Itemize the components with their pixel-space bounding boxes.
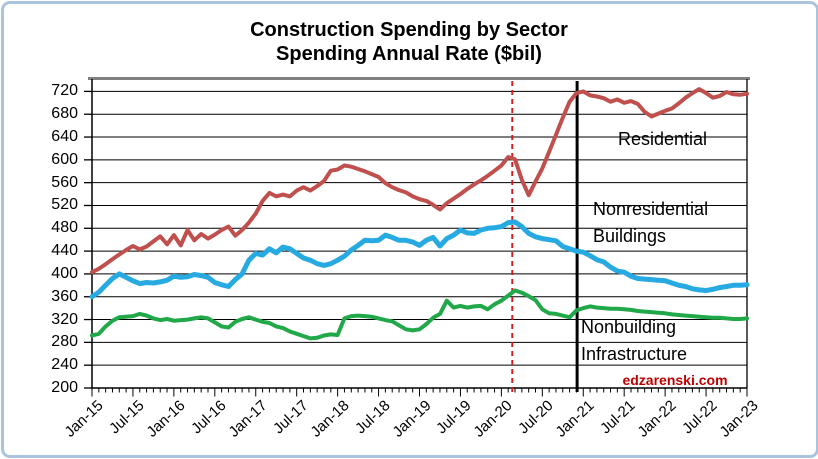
- y-axis-label-440: 440: [51, 242, 78, 260]
- chart-title: Construction Spending by Sector Spending…: [0, 18, 818, 66]
- chart-title-line1: Construction Spending by Sector: [250, 19, 568, 41]
- y-axis-label-480: 480: [51, 219, 78, 237]
- series-label-residential-line1: Residential: [618, 129, 708, 149]
- series-label-nonbuilding-line1: Nonbuilding: [581, 317, 677, 337]
- y-axis-label-400: 400: [51, 264, 78, 282]
- series-label-nonres-line1: Nonresidential: [593, 199, 709, 219]
- series-line-nonresidential-buildings: [89, 219, 750, 300]
- watermark-text: edzarenski.com: [622, 372, 728, 388]
- series-label-residential: Residential: [618, 126, 707, 153]
- y-axis-label-680: 680: [51, 105, 78, 123]
- series-line-residential: [90, 87, 749, 275]
- series-label-nonresidential-buildings: Nonresidential Buildings: [593, 196, 708, 250]
- y-axis-label-520: 520: [51, 196, 78, 214]
- y-axis-label-560: 560: [51, 173, 78, 191]
- y-axis-label-720: 720: [51, 82, 78, 100]
- chart-title-line2: Spending Annual Rate ($bil): [276, 43, 542, 65]
- y-axis-label-640: 640: [51, 128, 78, 146]
- series-label-nonbuilding-line2: Infrastructure: [581, 344, 688, 364]
- plot-top-border: [88, 77, 750, 80]
- series-line-nonbuilding-infrastructure: [90, 288, 749, 341]
- y-axis-label-200: 200: [51, 379, 78, 396]
- y-axis-label-280: 280: [51, 333, 78, 351]
- series-label-nonbuilding-infrastructure: Nonbuilding Infrastructure: [581, 314, 687, 368]
- y-axis-label-360: 360: [51, 287, 78, 305]
- y-axis-label-600: 600: [51, 150, 78, 168]
- series-label-nonres-line2: Buildings: [593, 226, 667, 246]
- y-axis-label-320: 320: [51, 310, 78, 328]
- y-axis-label-240: 240: [51, 356, 78, 374]
